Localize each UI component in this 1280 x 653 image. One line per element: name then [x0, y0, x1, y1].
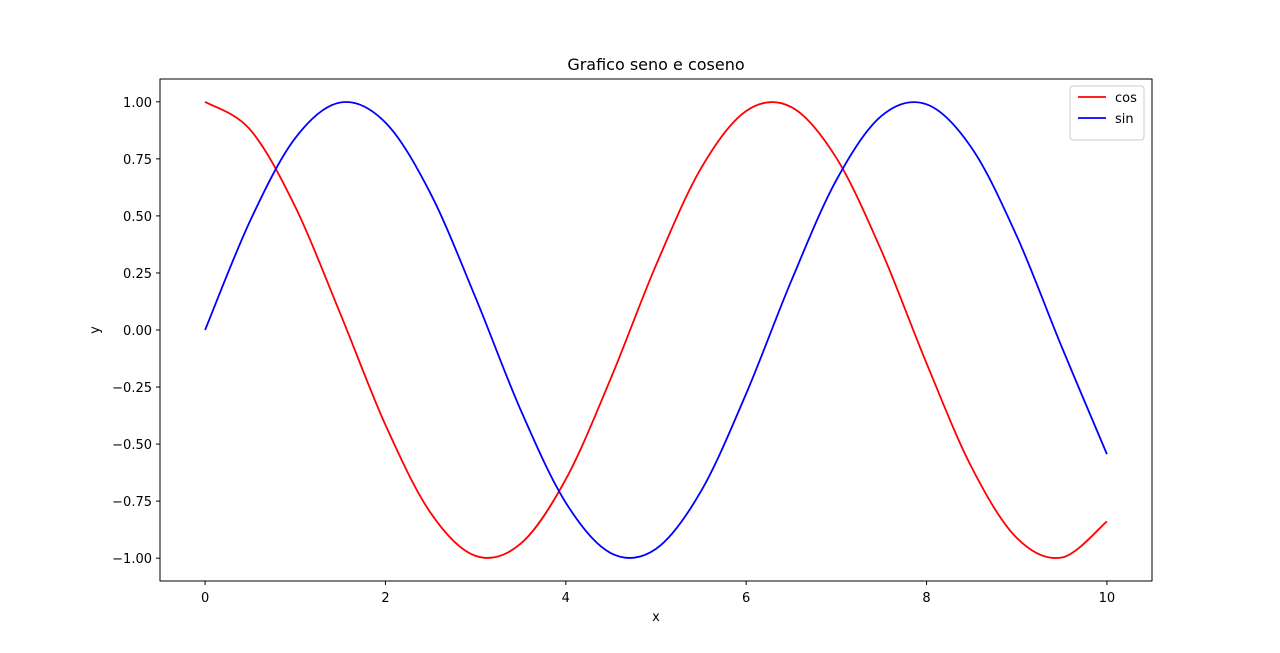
x-tick-label: 2 [381, 591, 389, 606]
chart-title: Grafico seno e coseno [567, 55, 744, 74]
x-tick-label: 8 [922, 591, 930, 606]
y-tick-label: −1.00 [112, 552, 152, 567]
x-tick-label: 4 [562, 591, 570, 606]
x-tick-label: 10 [1099, 591, 1116, 606]
series-line-cos [204, 101, 1108, 559]
legend: cos sin [1069, 85, 1145, 141]
y-axis: 1.00 0.75 0.50 0.25 0.00 −0.25 −0.50 −0.75 −1.00 [112, 96, 160, 567]
y-axis-label: y [88, 326, 103, 334]
x-tick-label: 6 [742, 591, 750, 606]
y-tick-label: −0.75 [112, 495, 152, 510]
series-lines [204, 101, 1108, 559]
axes-frame [159, 78, 1153, 582]
y-tick-label: −0.50 [112, 438, 152, 453]
legend-label-cos: cos [1115, 91, 1137, 106]
legend-label-sin: sin [1115, 112, 1134, 127]
x-axis-label: x [652, 610, 660, 625]
y-tick-label: 0.50 [123, 210, 152, 225]
series-line-sin [204, 101, 1108, 559]
y-tick-label: 0.25 [123, 267, 152, 282]
y-tick-label: 0.00 [123, 324, 152, 339]
legend-box [1069, 85, 1145, 141]
x-axis: 0 2 4 6 8 10 [201, 581, 1115, 606]
x-tick-label: 0 [201, 591, 209, 606]
y-tick-label: −0.25 [112, 381, 152, 396]
y-tick-label: 1.00 [123, 96, 152, 111]
y-tick-label: 0.75 [123, 153, 152, 168]
